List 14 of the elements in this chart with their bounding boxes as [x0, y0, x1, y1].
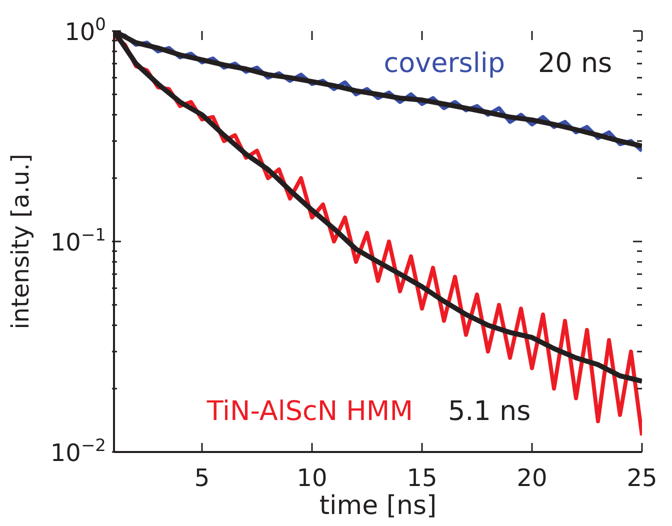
annotation: 20 ns — [538, 48, 612, 79]
x-tick-label: 15 — [406, 464, 438, 492]
annotation: 5.1 ns — [448, 396, 531, 427]
text: TiN-AlScN HMM — [206, 396, 413, 427]
x-tick-label: 25 — [626, 464, 658, 492]
x-tick-label: 20 — [516, 464, 548, 492]
x-tick-label: 5 — [194, 464, 210, 492]
y-tick-label: 10$^{−2}$ — [50, 436, 106, 467]
y-tick-label: 10$^{0}$ — [64, 15, 106, 46]
x-tick-label: 10 — [296, 464, 328, 492]
y-tick-label: 10$^{−1}$ — [50, 226, 106, 256]
y-axis-title: intensity [a.u.] — [6, 154, 35, 330]
series-label: coverslip — [384, 48, 505, 79]
x-axis-title: time [ns] — [319, 491, 437, 521]
